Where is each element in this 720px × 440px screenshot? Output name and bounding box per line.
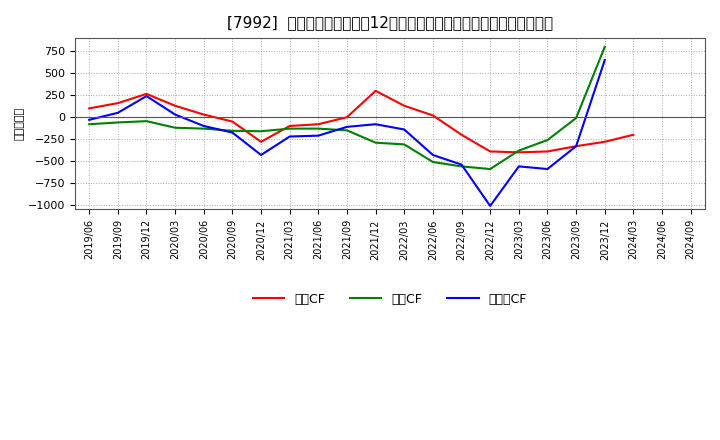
投資CF bbox=[428, 159, 437, 165]
フリーCF bbox=[142, 93, 150, 99]
フリーCF bbox=[515, 164, 523, 169]
営業CF bbox=[171, 103, 179, 108]
投資CF bbox=[372, 140, 380, 145]
Y-axis label: （百万円）: （百万円） bbox=[15, 107, 25, 140]
営業CF bbox=[400, 103, 408, 108]
投資CF bbox=[285, 126, 294, 131]
営業CF bbox=[572, 143, 580, 149]
フリーCF bbox=[543, 166, 552, 172]
投資CF bbox=[199, 126, 208, 131]
フリーCF bbox=[343, 124, 351, 129]
投資CF bbox=[314, 126, 323, 131]
フリーCF bbox=[257, 152, 266, 158]
営業CF bbox=[142, 91, 150, 96]
投資CF bbox=[457, 164, 466, 169]
投資CF bbox=[228, 128, 237, 133]
投資CF bbox=[257, 128, 266, 134]
営業CF bbox=[372, 88, 380, 93]
Line: 営業CF: 営業CF bbox=[89, 91, 634, 152]
営業CF bbox=[314, 121, 323, 127]
営業CF bbox=[600, 139, 609, 144]
営業CF bbox=[114, 100, 122, 106]
営業CF bbox=[85, 106, 94, 111]
フリーCF bbox=[372, 121, 380, 127]
投資CF bbox=[486, 166, 495, 172]
Legend: 営業CF, 投資CF, フリーCF: 営業CF, 投資CF, フリーCF bbox=[248, 288, 532, 311]
営業CF bbox=[228, 119, 237, 124]
フリーCF bbox=[400, 127, 408, 132]
投資CF bbox=[515, 148, 523, 153]
フリーCF bbox=[600, 58, 609, 63]
営業CF bbox=[285, 123, 294, 128]
営業CF bbox=[257, 139, 266, 144]
投資CF bbox=[171, 125, 179, 130]
フリーCF bbox=[314, 133, 323, 138]
フリーCF bbox=[171, 112, 179, 117]
営業CF bbox=[199, 112, 208, 117]
営業CF bbox=[515, 150, 523, 155]
フリーCF bbox=[428, 152, 437, 158]
フリーCF bbox=[85, 117, 94, 122]
フリーCF bbox=[114, 110, 122, 115]
投資CF bbox=[85, 121, 94, 127]
フリーCF bbox=[228, 130, 237, 135]
Line: フリーCF: フリーCF bbox=[89, 60, 605, 206]
Title: [7992]  キャッシュフローの12か月移動合計の対前年同期増減額の推移: [7992] キャッシュフローの12か月移動合計の対前年同期増減額の推移 bbox=[227, 15, 553, 30]
フリーCF bbox=[199, 123, 208, 128]
投資CF bbox=[543, 137, 552, 143]
投資CF bbox=[600, 44, 609, 50]
投資CF bbox=[142, 118, 150, 124]
フリーCF bbox=[572, 143, 580, 149]
フリーCF bbox=[457, 162, 466, 167]
投資CF bbox=[400, 142, 408, 147]
営業CF bbox=[543, 149, 552, 154]
Line: 投資CF: 投資CF bbox=[89, 47, 605, 169]
投資CF bbox=[343, 128, 351, 133]
フリーCF bbox=[285, 134, 294, 139]
営業CF bbox=[343, 114, 351, 120]
営業CF bbox=[486, 149, 495, 154]
投資CF bbox=[572, 115, 580, 121]
営業CF bbox=[428, 113, 437, 118]
営業CF bbox=[457, 132, 466, 137]
投資CF bbox=[114, 120, 122, 125]
フリーCF bbox=[486, 203, 495, 209]
営業CF bbox=[629, 132, 638, 137]
